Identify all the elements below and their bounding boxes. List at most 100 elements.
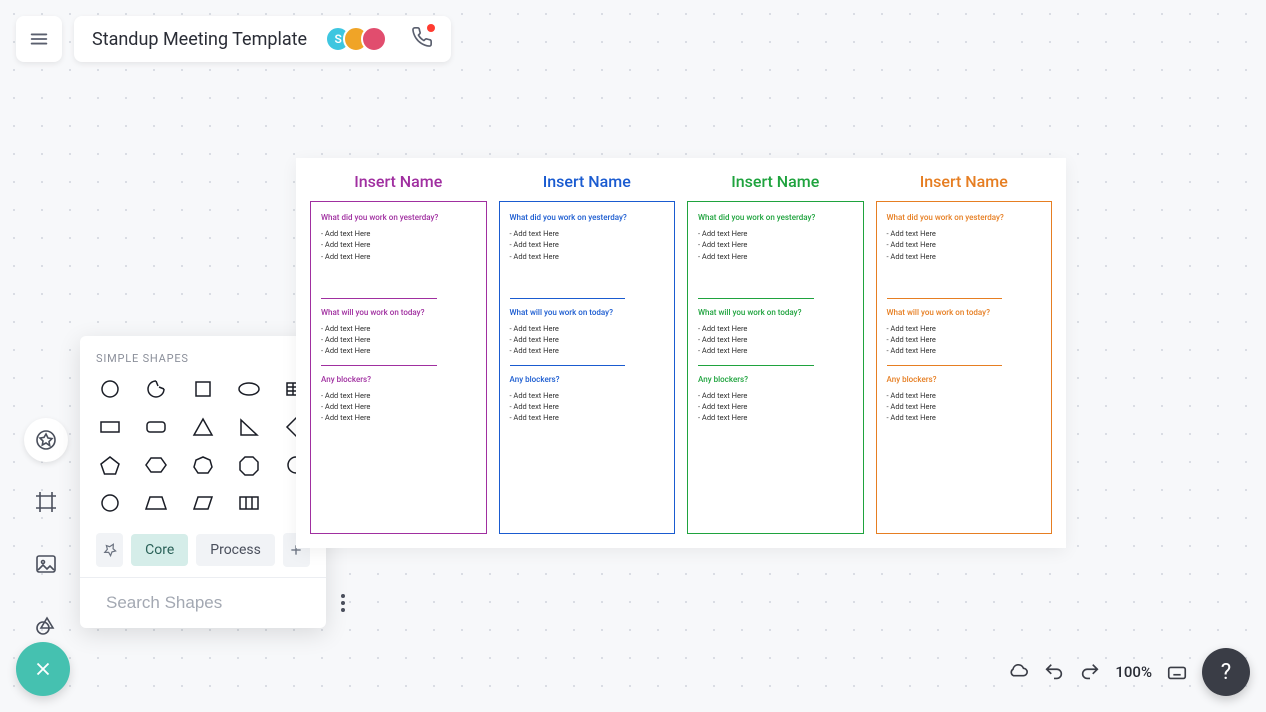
section-item[interactable]: - Add text Here [510,334,665,345]
section-item[interactable]: - Add text Here [321,412,476,423]
section-items[interactable]: - Add text Here- Add text Here- Add text… [887,323,1042,357]
pin-button[interactable] [96,533,123,567]
section-item[interactable]: - Add text Here [321,251,476,262]
section-items[interactable]: - Add text Here- Add text Here- Add text… [321,390,476,424]
column-box[interactable]: What did you work on yesterday?- Add tex… [310,201,487,534]
standup-column[interactable]: Insert Name What did you work on yesterda… [310,172,487,534]
standup-column[interactable]: Insert Name What did you work on yesterda… [687,172,864,534]
column-box[interactable]: What did you work on yesterday?- Add tex… [876,201,1053,534]
section-items[interactable]: - Add text Here- Add text Here- Add text… [321,228,476,262]
section-item[interactable]: - Add text Here [887,401,1042,412]
section-item[interactable]: - Add text Here [887,334,1042,345]
section-items[interactable]: - Add text Here- Add text Here- Add text… [698,390,853,424]
shape-circle3[interactable] [96,491,124,515]
zoom-level[interactable]: 100% [1115,663,1152,681]
cloud-sync-button[interactable] [1007,661,1029,683]
section-item[interactable]: - Add text Here [510,345,665,356]
shape-hexagon[interactable] [142,453,170,477]
section-item[interactable]: - Add text Here [321,228,476,239]
column-box[interactable]: What did you work on yesterday?- Add tex… [499,201,676,534]
section-items[interactable]: - Add text Here- Add text Here- Add text… [510,228,665,262]
shape-right-triangle[interactable] [235,415,263,439]
help-button[interactable]: ? [1202,648,1250,696]
document-title[interactable]: Standup Meeting Template [92,29,307,50]
collaborator-avatar[interactable] [361,26,387,52]
close-panel-button[interactable] [16,642,70,696]
shape-heptagon[interactable] [189,453,217,477]
section-item[interactable]: - Add text Here [510,401,665,412]
section-item[interactable]: - Add text Here [698,390,853,401]
section-item[interactable]: - Add text Here [887,412,1042,423]
frame-tool-button[interactable] [24,480,68,524]
section-item[interactable]: - Add text Here [887,239,1042,250]
section-divider [321,298,437,299]
section-item[interactable]: - Add text Here [887,390,1042,401]
canvas-frame[interactable]: Insert Name What did you work on yesterda… [296,158,1066,548]
column-title[interactable]: Insert Name [310,172,487,191]
section-item[interactable]: - Add text Here [321,323,476,334]
redo-button[interactable] [1079,661,1101,683]
tab-core[interactable]: Core [131,534,188,566]
section-item[interactable]: - Add text Here [887,251,1042,262]
column-title[interactable]: Insert Name [687,172,864,191]
shape-trapezoid[interactable] [142,491,170,515]
shape-parallelogram[interactable] [189,491,217,515]
shape-rect-h[interactable] [96,415,124,439]
undo-button[interactable] [1043,661,1065,683]
section-item[interactable]: - Add text Here [698,228,853,239]
shape-ellipse[interactable] [235,377,263,401]
more-options-button[interactable] [337,590,349,616]
section-item[interactable]: - Add text Here [321,401,476,412]
call-button[interactable] [411,26,433,52]
section-item[interactable]: - Add text Here [510,251,665,262]
section-items[interactable]: - Add text Here- Add text Here- Add text… [887,228,1042,262]
section-item[interactable]: - Add text Here [321,390,476,401]
section-item[interactable]: - Add text Here [510,228,665,239]
section-item[interactable]: - Add text Here [321,334,476,345]
section-item[interactable]: - Add text Here [887,323,1042,334]
shape-rect-round[interactable] [142,415,170,439]
column-title[interactable]: Insert Name [876,172,1053,191]
shape-grid[interactable] [235,491,263,515]
standup-column[interactable]: Insert Name What did you work on yesterda… [876,172,1053,534]
shape-arc[interactable] [142,377,170,401]
shapes-tool-button[interactable] [24,418,68,462]
section-item[interactable]: - Add text Here [698,239,853,250]
section-item[interactable]: - Add text Here [321,239,476,250]
section-items[interactable]: - Add text Here- Add text Here- Add text… [698,323,853,357]
image-icon [34,552,58,576]
section-items[interactable]: - Add text Here- Add text Here- Add text… [510,390,665,424]
shape-square[interactable] [189,377,217,401]
section-item[interactable]: - Add text Here [510,323,665,334]
section-item[interactable]: - Add text Here [510,390,665,401]
menu-button[interactable] [16,16,62,62]
section-item[interactable]: - Add text Here [510,412,665,423]
image-tool-button[interactable] [24,542,68,586]
shape-pentagon[interactable] [96,453,124,477]
shape-octagon[interactable] [235,453,263,477]
section-items[interactable]: - Add text Here- Add text Here- Add text… [321,323,476,357]
tab-process[interactable]: Process [196,534,275,566]
keyboard-button[interactable] [1166,661,1188,683]
section-item[interactable]: - Add text Here [887,228,1042,239]
section-item[interactable]: - Add text Here [698,323,853,334]
section-item[interactable]: - Add text Here [698,345,853,356]
section-item[interactable]: - Add text Here [698,401,853,412]
section-items[interactable]: - Add text Here- Add text Here- Add text… [698,228,853,262]
column-box[interactable]: What did you work on yesterday?- Add tex… [687,201,864,534]
standup-column[interactable]: Insert Name What did you work on yesterda… [499,172,676,534]
section-item[interactable]: - Add text Here [698,412,853,423]
section-item[interactable]: - Add text Here [887,345,1042,356]
section-item[interactable]: - Add text Here [510,239,665,250]
trapezoid-icon [143,492,169,514]
shape-triangle[interactable] [189,415,217,439]
shape-search-input[interactable] [106,593,327,613]
shape-category-tabs: Core Process [96,533,310,577]
shape-circle[interactable] [96,377,124,401]
section-item[interactable]: - Add text Here [698,334,853,345]
section-items[interactable]: - Add text Here- Add text Here- Add text… [510,323,665,357]
section-item[interactable]: - Add text Here [698,251,853,262]
column-title[interactable]: Insert Name [499,172,676,191]
section-items[interactable]: - Add text Here- Add text Here- Add text… [887,390,1042,424]
section-item[interactable]: - Add text Here [321,345,476,356]
